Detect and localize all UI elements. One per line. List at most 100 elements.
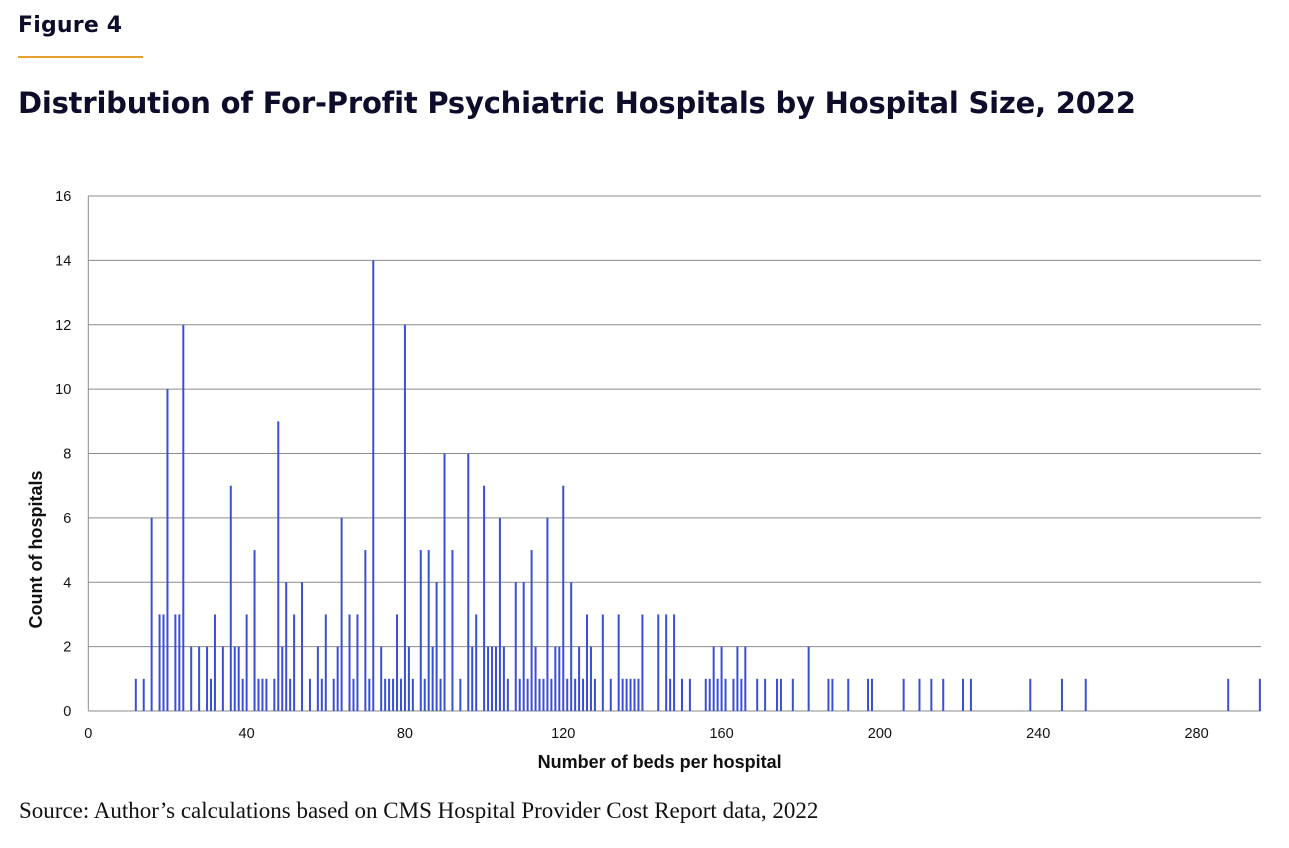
x-axis-title: Number of beds per hospital xyxy=(538,752,782,772)
bar xyxy=(526,678,529,711)
bar xyxy=(1227,678,1230,711)
bar xyxy=(285,582,288,711)
x-axis-ticks: 0 40 80 120 160 200 240 280 xyxy=(84,726,1208,742)
bar xyxy=(566,678,569,711)
bar xyxy=(150,517,153,711)
bar xyxy=(320,678,323,711)
bar xyxy=(870,678,873,711)
bar xyxy=(716,678,719,711)
bar xyxy=(332,678,335,711)
bar xyxy=(775,678,778,711)
y-tick-label: 0 xyxy=(63,704,71,720)
bar xyxy=(962,678,965,711)
bar xyxy=(384,678,387,711)
y-tick-label: 12 xyxy=(55,318,71,334)
bar xyxy=(336,646,339,711)
bar xyxy=(518,678,521,711)
x-tick-label: 80 xyxy=(397,726,413,742)
bar xyxy=(712,646,715,711)
bar xyxy=(867,678,870,711)
bar xyxy=(522,582,525,711)
bar xyxy=(308,678,311,711)
y-tick-label: 10 xyxy=(55,382,71,398)
bar xyxy=(273,678,276,711)
bar xyxy=(554,646,557,711)
bar xyxy=(162,614,165,711)
y-tick-label: 6 xyxy=(63,511,71,527)
bar xyxy=(419,550,422,711)
bar xyxy=(261,678,264,711)
bar xyxy=(740,678,743,711)
bar xyxy=(435,582,438,711)
bar xyxy=(534,646,537,711)
bar xyxy=(190,646,193,711)
bar xyxy=(316,646,319,711)
bar xyxy=(930,678,933,711)
y-axis-title: Count of hospitals xyxy=(26,471,46,629)
bar xyxy=(265,678,268,711)
bar xyxy=(198,646,201,711)
bar xyxy=(807,646,810,711)
bar xyxy=(969,678,972,711)
bar xyxy=(206,646,209,711)
bar xyxy=(779,678,782,711)
bar xyxy=(621,678,624,711)
bar xyxy=(732,678,735,711)
bar xyxy=(237,646,240,711)
bar xyxy=(502,646,505,711)
bar xyxy=(530,550,533,711)
bar xyxy=(134,678,137,711)
bar xyxy=(847,678,850,711)
bar xyxy=(542,678,545,711)
bar xyxy=(423,678,426,711)
bar xyxy=(439,678,442,711)
x-tick-label: 280 xyxy=(1184,726,1208,742)
bar xyxy=(459,678,462,711)
bar xyxy=(657,614,660,711)
bar xyxy=(475,614,478,711)
bar xyxy=(578,646,581,711)
bar xyxy=(364,550,367,711)
bar xyxy=(174,614,177,711)
bar xyxy=(403,324,406,711)
bar xyxy=(277,421,280,711)
bar xyxy=(506,678,509,711)
figure-label-underline xyxy=(18,56,143,58)
chart-title: Distribution of For-Profit Psychiatric H… xyxy=(18,86,1136,120)
x-tick-label: 120 xyxy=(551,726,575,742)
bar xyxy=(281,646,284,711)
bar xyxy=(736,646,739,711)
bar xyxy=(411,678,414,711)
bar xyxy=(213,614,216,711)
bar xyxy=(301,582,304,711)
bar xyxy=(368,678,371,711)
bar xyxy=(589,646,592,711)
y-tick-label: 4 xyxy=(63,575,71,591)
bar xyxy=(902,678,905,711)
bar xyxy=(586,614,589,711)
bar xyxy=(582,678,585,711)
bar xyxy=(182,324,185,711)
figure-label: Figure 4 xyxy=(18,13,123,38)
bar xyxy=(396,614,399,711)
bar xyxy=(241,678,244,711)
bar xyxy=(380,646,383,711)
bar xyxy=(1029,678,1032,711)
bar xyxy=(178,614,181,711)
bar xyxy=(918,678,921,711)
bar xyxy=(764,678,767,711)
bar xyxy=(348,614,351,711)
bar xyxy=(427,550,430,711)
bar xyxy=(609,678,612,711)
bar xyxy=(487,646,490,711)
bar xyxy=(942,678,945,711)
bar xyxy=(617,614,620,711)
bar xyxy=(209,678,212,711)
bar xyxy=(558,646,561,711)
gridlines xyxy=(88,195,1261,712)
bar xyxy=(392,678,395,711)
bar xyxy=(221,646,224,711)
bar xyxy=(1258,678,1261,711)
bar xyxy=(467,453,470,711)
